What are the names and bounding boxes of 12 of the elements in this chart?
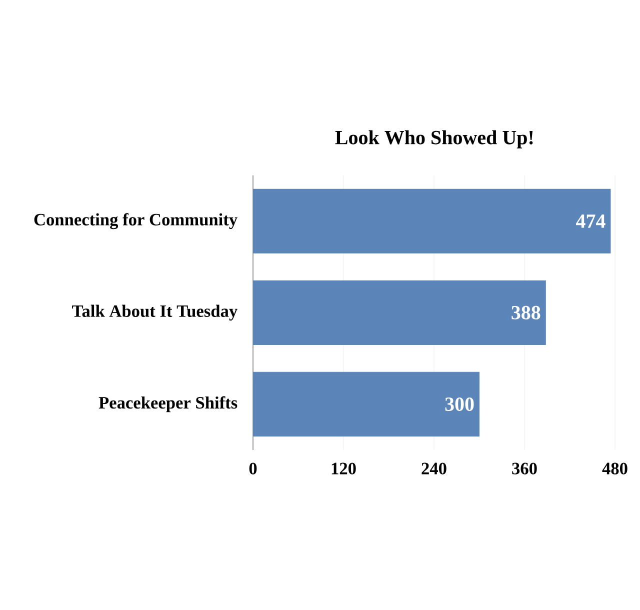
data-label: 388 bbox=[512, 306, 540, 320]
x-tick-label: 120 bbox=[332, 462, 356, 474]
x-tick-label: 0 bbox=[249, 462, 257, 474]
data-label: 300 bbox=[445, 397, 474, 411]
x-tick-label: 240 bbox=[422, 462, 446, 474]
y-tick-label: Talk About It Tuesday bbox=[72, 304, 238, 321]
y-tick-label: Peacekeeper Shifts bbox=[98, 396, 238, 412]
y-tick-label: Connecting for Community bbox=[34, 213, 238, 230]
x-tick-label: 480 bbox=[602, 462, 628, 474]
chart-title: Look Who Showed Up! bbox=[335, 130, 533, 148]
data-label: 474 bbox=[576, 214, 606, 228]
x-tick-label: 360 bbox=[512, 462, 537, 474]
